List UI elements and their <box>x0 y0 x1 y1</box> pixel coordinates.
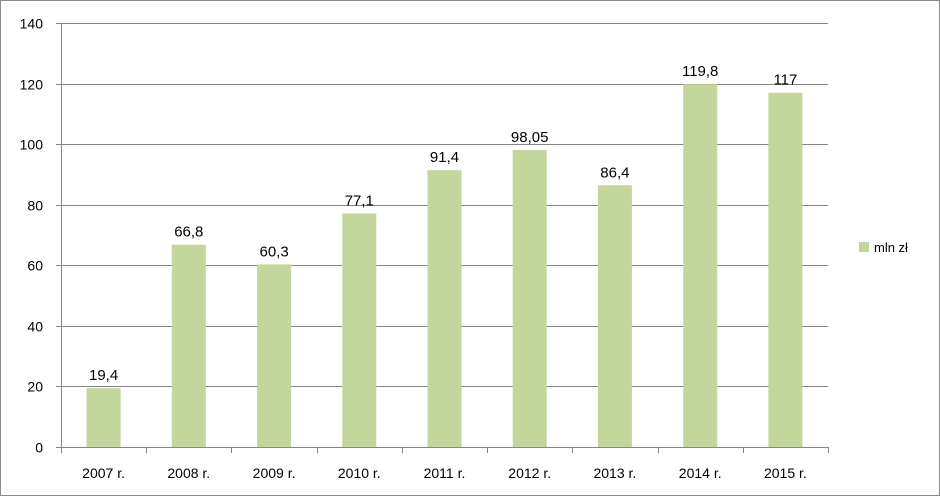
bar-2010r <box>342 213 377 447</box>
x-tick-label: 2008 r. <box>167 465 210 481</box>
data-label: 60,3 <box>259 243 288 260</box>
y-tick-label: 100 <box>20 137 44 153</box>
legend: mln zł <box>859 240 908 255</box>
bar-2009r <box>257 264 292 447</box>
bar-2008r <box>171 244 206 447</box>
bars <box>86 84 803 448</box>
y-tick-label: 140 <box>20 16 44 32</box>
y-tick-label: 120 <box>20 77 44 93</box>
data-label: 86,4 <box>600 164 629 181</box>
data-label: 98,05 <box>511 129 549 146</box>
bar-2011r <box>427 170 462 447</box>
axes <box>56 23 829 453</box>
x-tick-label: 2015 r. <box>764 465 807 481</box>
y-tick-label: 0 <box>35 440 43 456</box>
data-label: 117 <box>773 72 797 89</box>
y-tick-label: 20 <box>27 379 43 395</box>
x-tick-label: 2013 r. <box>593 465 636 481</box>
legend-swatch <box>859 242 869 252</box>
y-tick-label: 60 <box>27 258 43 274</box>
bar-2007r <box>86 388 121 447</box>
y-tick-label: 80 <box>27 198 43 214</box>
bar-2015r <box>768 92 803 447</box>
x-tick-label: 2007 r. <box>82 465 125 481</box>
data-label: 91,4 <box>430 149 459 166</box>
x-tick-label: 2009 r. <box>253 465 296 481</box>
data-label: 119,8 <box>682 63 718 80</box>
x-tick-label: 2012 r. <box>508 465 551 481</box>
x-tick-label: 2014 r. <box>679 465 722 481</box>
labels: 0 20 40 60 80 100 120 140 19,4 2007 r. 66,8 2008 r.… <box>20 16 807 482</box>
x-tick-label: 2010 r. <box>338 465 381 481</box>
bar-2014r <box>683 84 718 447</box>
x-tick-label: 2011 r. <box>424 465 466 481</box>
bar-2012r <box>512 150 547 447</box>
data-label: 77,1 <box>345 193 374 210</box>
data-label: 19,4 <box>89 367 118 384</box>
y-tick-label: 40 <box>27 319 43 335</box>
data-label: 66,8 <box>174 224 203 241</box>
legend-label: mln zł <box>874 240 908 255</box>
bar-2013r <box>597 185 632 448</box>
